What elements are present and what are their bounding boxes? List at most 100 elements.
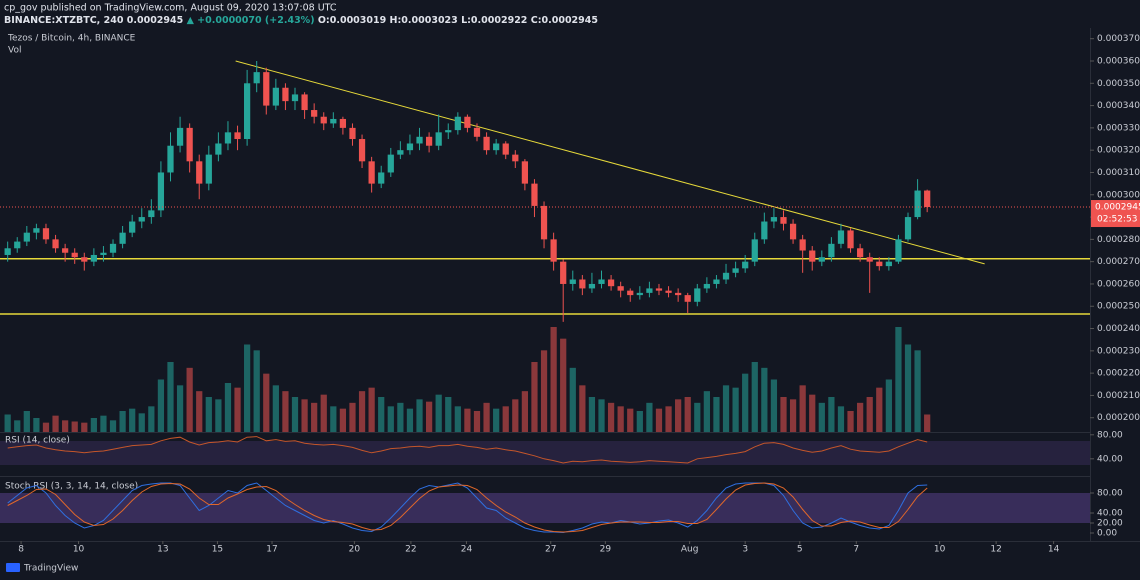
volume-bar: [703, 391, 710, 432]
x-tick-label: 12: [990, 545, 1001, 555]
candle-body: [722, 272, 730, 280]
volume-bar: [368, 387, 375, 432]
candle-body: [52, 239, 59, 249]
volume-bar: [694, 402, 701, 432]
volume-bar: [425, 401, 433, 432]
volume-bar: [751, 362, 758, 432]
candle-body: [100, 252, 107, 255]
candle-body: [780, 217, 787, 224]
candle-body: [809, 250, 816, 262]
candle-body: [924, 190, 931, 208]
candle-body: [33, 228, 40, 233]
volume-bar: [167, 362, 174, 432]
volume-bar: [244, 344, 251, 432]
candle-body: [378, 172, 385, 184]
volume-bar: [780, 397, 787, 432]
volume-bar: [885, 379, 892, 432]
volume-bar: [464, 408, 471, 432]
candle-body: [473, 127, 481, 137]
x-tick-label: 5: [797, 545, 803, 555]
x-tick-label: Aug: [681, 545, 699, 555]
symbol: BINANCE:XTZBTC, 240: [4, 15, 124, 26]
candle-body: [90, 254, 97, 262]
candle-body: [904, 217, 912, 240]
candle-body: [272, 87, 279, 106]
rsi-tick-label: 80.00: [1097, 430, 1123, 440]
x-tick-label: 3: [742, 545, 748, 555]
candle-body: [876, 261, 883, 267]
x-tick-label: 29: [600, 545, 612, 555]
candle-body: [445, 130, 452, 133]
volume-bar: [876, 387, 883, 432]
candle-body: [512, 154, 519, 162]
volume-bar: [493, 408, 500, 432]
volume-bar: [148, 406, 155, 432]
volume-bar: [617, 406, 624, 432]
volume-bar: [857, 402, 864, 432]
volume-bar: [4, 414, 11, 432]
candle-body: [675, 292, 682, 296]
volume-bar: [62, 420, 69, 432]
candle-body: [866, 257, 873, 262]
change: ▲ +0.0000070 (+2.43%): [187, 15, 315, 26]
volume-bar: [196, 391, 203, 432]
candle-body: [713, 279, 720, 284]
stoch-k-line: [7, 482, 928, 534]
stoch-title: Stoch RSI (3, 3, 14, 14, close): [5, 482, 138, 492]
volume-bar: [502, 406, 509, 432]
candle-body: [205, 154, 212, 184]
volume-bar: [71, 421, 78, 432]
x-tick-label: 22: [405, 545, 416, 555]
candle-body: [828, 243, 835, 258]
candle-body: [607, 279, 615, 287]
x-tick-label: 10: [934, 545, 946, 555]
rsi-title: RSI (14, close): [5, 436, 70, 446]
volume-bar: [330, 406, 337, 432]
x-tick-label: 20: [349, 545, 361, 555]
candle-body: [14, 241, 21, 249]
candle-body: [186, 127, 193, 162]
volume-bar: [722, 385, 730, 432]
volume-bar: [81, 422, 88, 432]
volume-title: Vol: [8, 46, 21, 56]
candle-body: [464, 116, 471, 128]
candle-body: [339, 118, 347, 128]
candle-body: [847, 230, 854, 249]
rsi-band: [0, 441, 1090, 465]
candle-body: [684, 295, 691, 302]
volume-bar: [904, 344, 912, 432]
symbol-line: BINANCE:XTZBTC, 240 0.0002945 ▲ +0.00000…: [4, 15, 598, 26]
candle-body: [368, 161, 375, 184]
x-tick-label: 14: [1048, 545, 1060, 555]
chart-title: Tezos / Bitcoin, 4h, BINANCE: [7, 34, 136, 44]
volume-bar: [445, 397, 452, 432]
volume-bar: [109, 420, 117, 432]
candle-body: [761, 221, 768, 240]
volume-bar: [579, 385, 586, 432]
volume-bar: [569, 367, 576, 432]
volume-bar: [655, 408, 663, 432]
candle-body: [837, 230, 845, 244]
volume-bar: [837, 406, 845, 432]
candle-body: [330, 118, 337, 124]
volume-bar: [588, 397, 596, 432]
ohlc-text: O:0.0003019 H:0.0003023 L:0.0002922 C:0.…: [318, 15, 598, 26]
candle-body: [531, 183, 538, 206]
countdown: 02:52:53: [1097, 215, 1137, 225]
volume-bar: [531, 362, 538, 432]
volume-bar: [157, 379, 165, 432]
candle-body: [71, 252, 78, 258]
candle-body: [320, 116, 327, 124]
candle-body: [435, 132, 442, 146]
volume-bar: [23, 411, 30, 432]
candle-body: [742, 261, 749, 269]
candle-body: [895, 239, 902, 262]
candle-body: [636, 292, 643, 296]
candle-body: [857, 248, 864, 258]
